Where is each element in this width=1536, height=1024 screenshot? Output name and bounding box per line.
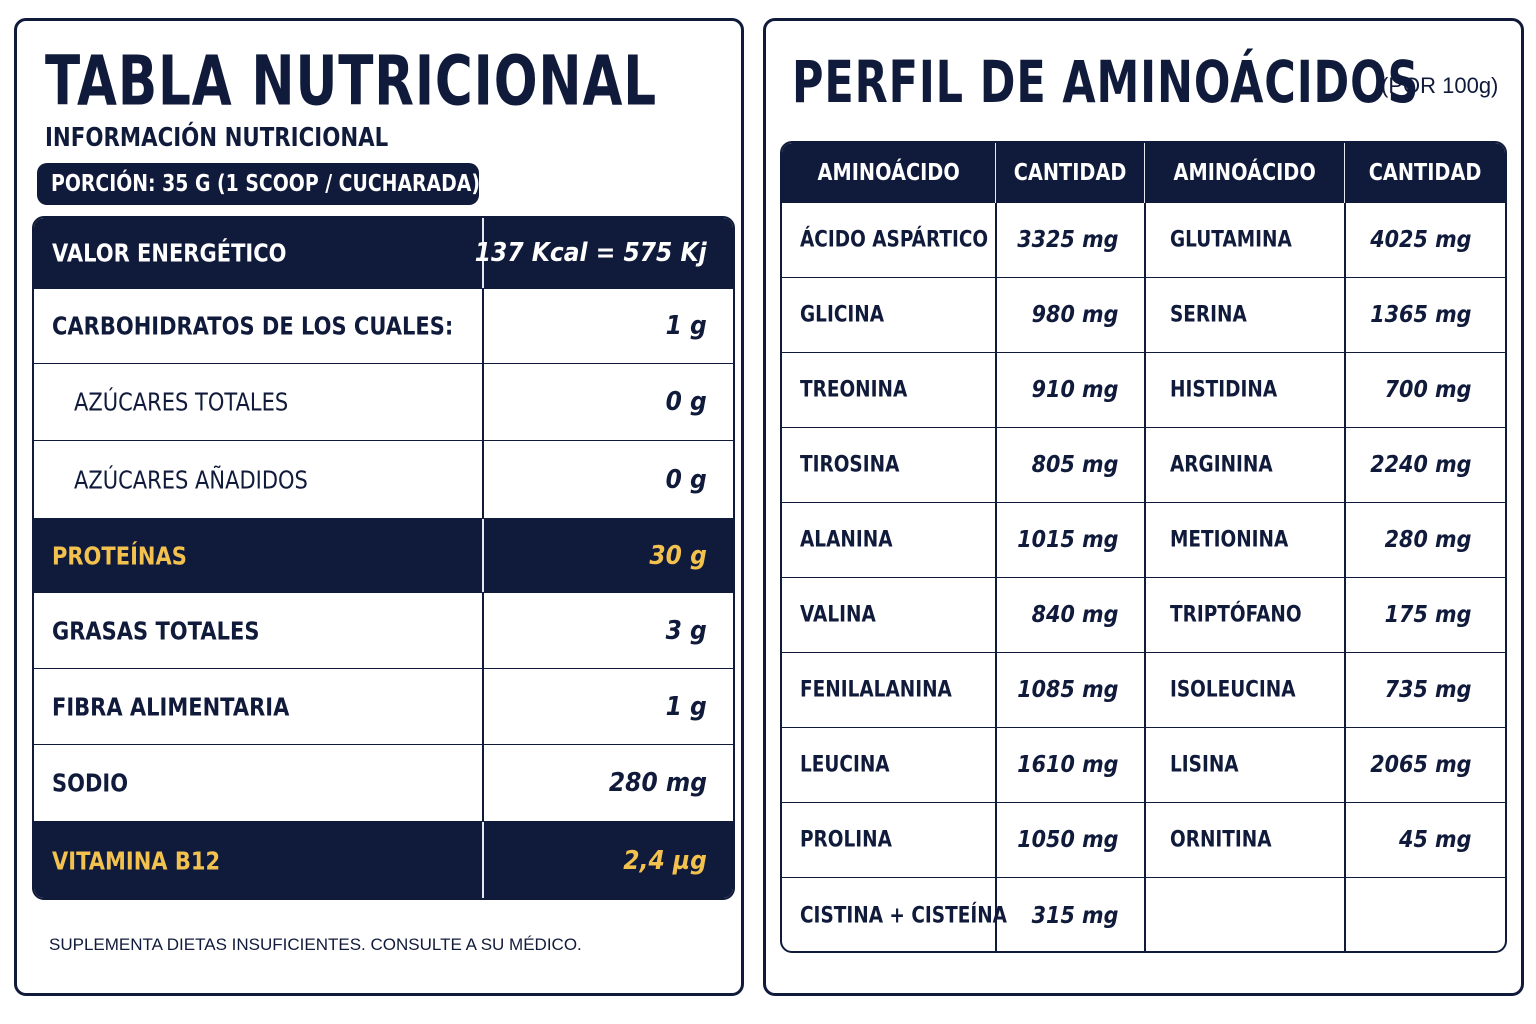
amino-name: GLICINA bbox=[800, 302, 885, 328]
nutrition-value: 2,4 µg bbox=[623, 846, 707, 876]
amino-quantity: 805 mg bbox=[1031, 452, 1118, 478]
amino-quantity: 1050 mg bbox=[1016, 827, 1118, 853]
amino-quantity: 735 mg bbox=[1384, 677, 1471, 703]
nutrition-label: GRASAS TOTALES bbox=[52, 616, 260, 645]
table-row: ALANINA 1015 mg METIONINA 280 mg bbox=[782, 503, 1505, 578]
amino-quantity: 1015 mg bbox=[1016, 527, 1118, 553]
amino-table-header: AMINOÁCIDO CANTIDAD AMINOÁCIDO CANTIDAD bbox=[782, 143, 1505, 203]
amino-quantity: 840 mg bbox=[1031, 602, 1118, 628]
amino-name: LEUCINA bbox=[800, 752, 890, 778]
portion-text: PORCIÓN: 35 G (1 SCOOP / CUCHARADA) bbox=[51, 171, 481, 197]
amino-name: CISTINA + CISTEÍNA bbox=[800, 903, 1007, 928]
nutrition-row-fiber: FIBRA ALIMENTARIA 1 g bbox=[34, 669, 733, 745]
nutrition-row-carbs: CARBOHIDRATOS DE LOS CUALES: 1 g bbox=[34, 289, 733, 364]
nutrition-label: AZÚCARES TOTALES bbox=[74, 387, 289, 417]
table-row: LEUCINA 1610 mg LISINA 2065 mg bbox=[782, 728, 1505, 803]
table-row: FENILALANINA 1085 mg ISOLEUCINA 735 mg bbox=[782, 653, 1505, 728]
nutrition-value: 30 g bbox=[649, 540, 707, 571]
nutrition-label: VALOR ENERGÉTICO bbox=[52, 238, 287, 268]
nutrition-panel: TABLA NUTRICIONAL INFORMACIÓN NUTRICIONA… bbox=[14, 18, 744, 996]
table-row: GLICINA 980 mg SERINA 1365 mg bbox=[782, 278, 1505, 353]
nutrition-label: AZÚCARES AÑADIDOS bbox=[74, 465, 308, 494]
nutrition-label: SODIO bbox=[52, 768, 129, 798]
amino-quantity: 1365 mg bbox=[1369, 302, 1471, 328]
amino-name: GLUTAMINA bbox=[1170, 227, 1292, 253]
amino-name: TREONINA bbox=[800, 377, 908, 403]
nutrition-row-fat: GRASAS TOTALES 3 g bbox=[34, 593, 733, 669]
amino-name: FENILALANINA bbox=[800, 677, 952, 703]
nutrition-value: 1 g bbox=[665, 691, 707, 722]
amino-quantity: 2065 mg bbox=[1369, 752, 1471, 778]
amino-name: ALANINA bbox=[800, 527, 893, 553]
amino-table: AMINOÁCIDO CANTIDAD AMINOÁCIDO CANTIDAD … bbox=[780, 141, 1507, 953]
header-cell: CANTIDAD bbox=[1345, 143, 1505, 203]
amino-name: ISOLEUCINA bbox=[1170, 677, 1296, 703]
header-label: CANTIDAD bbox=[1368, 160, 1482, 186]
amino-quantity: 1610 mg bbox=[1016, 752, 1118, 778]
amino-quantity: 2240 mg bbox=[1369, 452, 1471, 478]
nutrition-row-sodium: SODIO 280 mg bbox=[34, 745, 733, 822]
nutrition-subtitle: INFORMACIÓN NUTRICIONAL bbox=[45, 123, 389, 153]
amino-name: LISINA bbox=[1170, 752, 1239, 778]
amino-title: PERFIL DE AMINOÁCIDOS bbox=[792, 49, 1420, 116]
amino-unit: (POR 100g) bbox=[1381, 73, 1499, 98]
amino-quantity: 280 mg bbox=[1384, 527, 1471, 553]
nutrition-value: 280 mg bbox=[608, 768, 707, 798]
nutrition-label: VITAMINA B12 bbox=[52, 846, 221, 876]
table-row: TIROSINA 805 mg ARGININA 2240 mg bbox=[782, 428, 1505, 503]
table-row: ÁCIDO ASPÁRTICO 3325 mg GLUTAMINA 4025 mg bbox=[782, 203, 1505, 278]
amino-name: ÁCIDO ASPÁRTICO bbox=[800, 227, 989, 253]
nutrition-value: 137 Kcal = 575 Kj bbox=[475, 238, 707, 268]
amino-name: METIONINA bbox=[1170, 527, 1289, 553]
nutrition-row-total-sugars: AZÚCARES TOTALES 0 g bbox=[34, 364, 733, 441]
amino-name: SERINA bbox=[1170, 302, 1247, 328]
nutrition-row-vitamin-b12: VITAMINA B12 2,4 µg bbox=[34, 822, 733, 898]
nutrition-row-added-sugars: AZÚCARES AÑADIDOS 0 g bbox=[34, 441, 733, 519]
portion-badge: PORCIÓN: 35 G (1 SCOOP / CUCHARADA) bbox=[37, 163, 481, 205]
header-cell: AMINOÁCIDO bbox=[782, 143, 996, 203]
nutrition-table: VALOR ENERGÉTICO 137 Kcal = 575 Kj CARBO… bbox=[32, 216, 735, 900]
header-label: AMINOÁCIDO bbox=[817, 160, 961, 186]
table-row: PROLINA 1050 mg ORNITINA 45 mg bbox=[782, 803, 1505, 878]
header-cell: AMINOÁCIDO bbox=[1145, 143, 1345, 203]
table-row: CISTINA + CISTEÍNA 315 mg bbox=[782, 878, 1505, 951]
table-row: TREONINA 910 mg HISTIDINA 700 mg bbox=[782, 353, 1505, 428]
nutrition-title: TABLA NUTRICIONAL bbox=[45, 41, 658, 122]
amino-name: PROLINA bbox=[800, 827, 892, 853]
amino-quantity: 3325 mg bbox=[1016, 227, 1118, 253]
nutrition-row-protein: PROTEÍNAS 30 g bbox=[34, 519, 733, 593]
amino-name: TIROSINA bbox=[800, 452, 900, 478]
amino-quantity: 1085 mg bbox=[1016, 677, 1118, 703]
amino-name: ARGININA bbox=[1170, 452, 1273, 478]
amino-name: ORNITINA bbox=[1170, 827, 1272, 853]
amino-quantity: 4025 mg bbox=[1369, 227, 1471, 253]
nutrition-value: 0 g bbox=[665, 387, 707, 417]
nutrition-value: 0 g bbox=[665, 464, 707, 495]
amino-name: TRIPTÓFANO bbox=[1170, 602, 1302, 628]
nutrition-row-energy: VALOR ENERGÉTICO 137 Kcal = 575 Kj bbox=[34, 218, 733, 289]
header-label: CANTIDAD bbox=[1014, 160, 1127, 186]
amino-quantity: 700 mg bbox=[1384, 377, 1471, 403]
amino-panel: PERFIL DE AMINOÁCIDOS (POR 100g) AMINOÁC… bbox=[763, 18, 1524, 996]
amino-quantity: 175 mg bbox=[1384, 602, 1471, 628]
nutrition-label: CARBOHIDRATOS DE LOS CUALES: bbox=[52, 311, 454, 341]
amino-quantity: 315 mg bbox=[1031, 902, 1118, 929]
header-cell: CANTIDAD bbox=[996, 143, 1145, 203]
amino-name: HISTIDINA bbox=[1170, 377, 1278, 403]
nutrition-value: 3 g bbox=[665, 615, 707, 646]
nutrition-label: PROTEÍNAS bbox=[52, 541, 187, 570]
nutrition-label: FIBRA ALIMENTARIA bbox=[52, 692, 290, 721]
header-label: AMINOÁCIDO bbox=[1173, 160, 1317, 186]
amino-quantity: 45 mg bbox=[1398, 827, 1471, 853]
amino-quantity: 910 mg bbox=[1031, 377, 1118, 403]
amino-name: VALINA bbox=[800, 602, 876, 628]
nutrition-value: 1 g bbox=[665, 311, 707, 341]
table-row: VALINA 840 mg TRIPTÓFANO 175 mg bbox=[782, 578, 1505, 653]
footnote: SUPLEMENTA DIETAS INSUFICIENTES. CONSULT… bbox=[49, 935, 582, 954]
amino-quantity: 980 mg bbox=[1031, 302, 1118, 328]
